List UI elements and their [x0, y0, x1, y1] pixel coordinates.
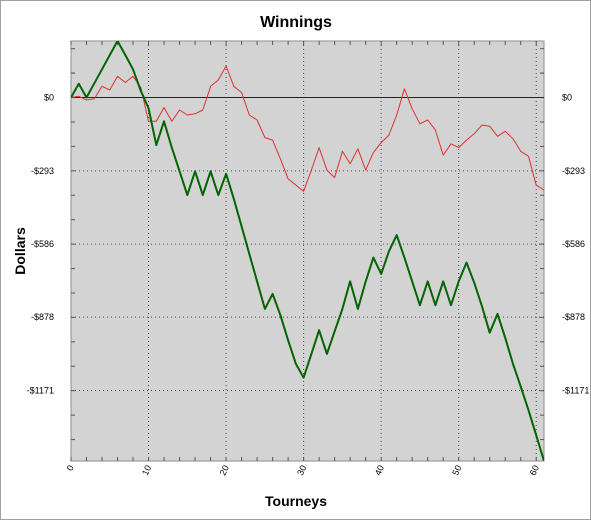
x-tick-label: 10 [140, 464, 153, 477]
y-axis-title: Dollars [12, 227, 28, 275]
series-line-green [71, 41, 544, 461]
x-tick-label: 0 [65, 464, 76, 473]
x-axis-title: Tourneys [265, 493, 327, 509]
y-tick-label-right: -$293 [562, 166, 585, 176]
series-layer [71, 41, 544, 461]
y-tick-label-left: -$586 [31, 239, 54, 249]
y-axis-left-labels: $0 -$293 -$586 -$878 -$1171 [27, 93, 54, 396]
x-tick-label: 20 [218, 464, 231, 477]
series-line-red [71, 65, 544, 192]
x-tick-label: 60 [528, 464, 541, 477]
x-tick-label: 50 [450, 464, 463, 477]
grid-lines [71, 41, 544, 461]
x-axis-labels: 0 10 20 30 40 50 60 [65, 464, 541, 477]
y-tick-label-right: -$586 [562, 239, 585, 249]
y-tick-label-left: -$293 [31, 166, 54, 176]
y-axis-right-labels: $0 -$293 -$586 -$878 -$1171 [562, 93, 589, 396]
y-tick-label-right: -$1171 [562, 385, 589, 395]
minor-ticks [70, 41, 544, 461]
y-tick-label-left: $0 [44, 93, 54, 103]
y-tick-label-left: -$1171 [27, 385, 54, 395]
y-tick-label-left: -$878 [31, 312, 54, 322]
y-tick-label-right: -$878 [562, 312, 585, 322]
y-tick-label-right: $0 [562, 93, 572, 103]
x-tick-label: 40 [373, 464, 386, 477]
x-tick-label: 30 [295, 464, 308, 477]
plot-area [70, 40, 545, 462]
chart-title: Winnings [260, 14, 332, 31]
